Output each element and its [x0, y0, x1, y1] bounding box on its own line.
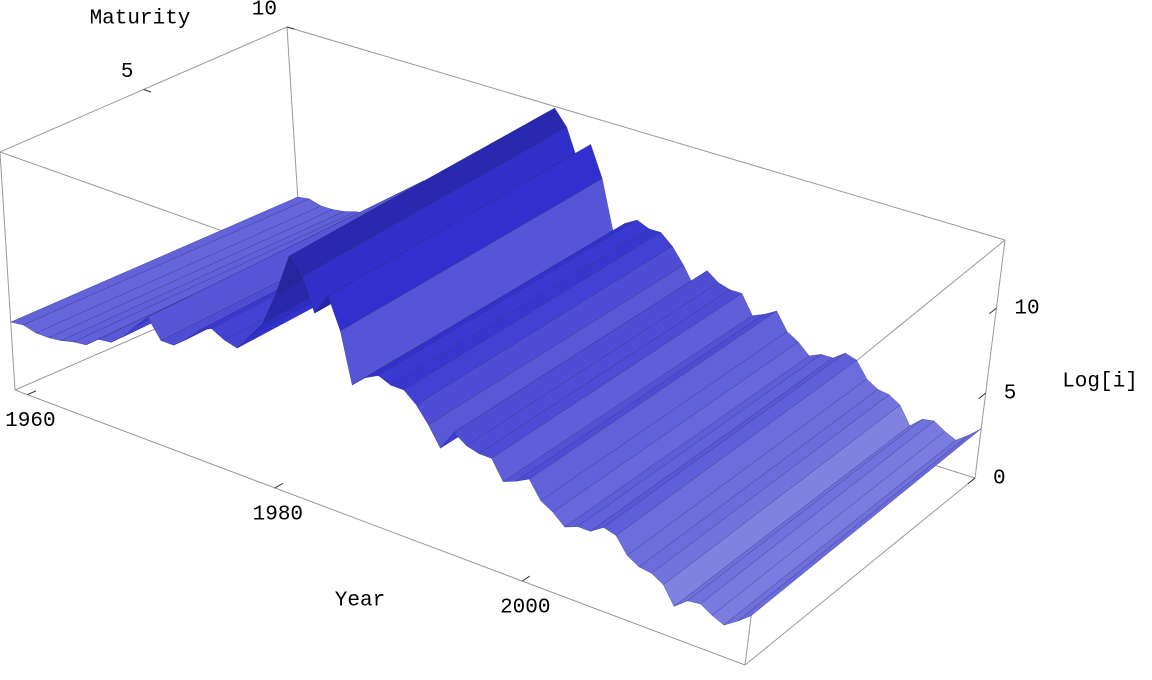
- box-edge: [14, 389, 746, 666]
- z-tick: [967, 477, 976, 484]
- y-tick-label: 10: [252, 0, 277, 22]
- z-tick: [978, 392, 987, 399]
- box-edge: [286, 26, 1006, 241]
- x-tick-label: 1960: [5, 410, 55, 433]
- y-tick: [143, 89, 152, 93]
- box-edge: [974, 239, 1006, 479]
- x-tick-label: 2000: [500, 597, 550, 620]
- surface-strip: [737, 428, 982, 622]
- z-tick-label: 10: [1014, 298, 1039, 321]
- year-axis-label: Year: [335, 590, 385, 613]
- y-tick: [286, 26, 295, 30]
- log-axis-label: Log[i]: [1062, 371, 1138, 394]
- box-edge: [744, 477, 976, 666]
- y-tick-label: 5: [121, 61, 134, 84]
- z-tick: [989, 307, 997, 314]
- x-tick: [27, 390, 37, 396]
- x-tick-label: 1980: [253, 503, 303, 526]
- z-tick-label: 0: [993, 468, 1006, 491]
- box-edge: [0, 151, 16, 391]
- x-tick: [522, 575, 530, 582]
- z-tick-label: 5: [1004, 383, 1017, 406]
- x-tick: [274, 483, 284, 489]
- maturity-axis-label: Maturity: [90, 8, 191, 31]
